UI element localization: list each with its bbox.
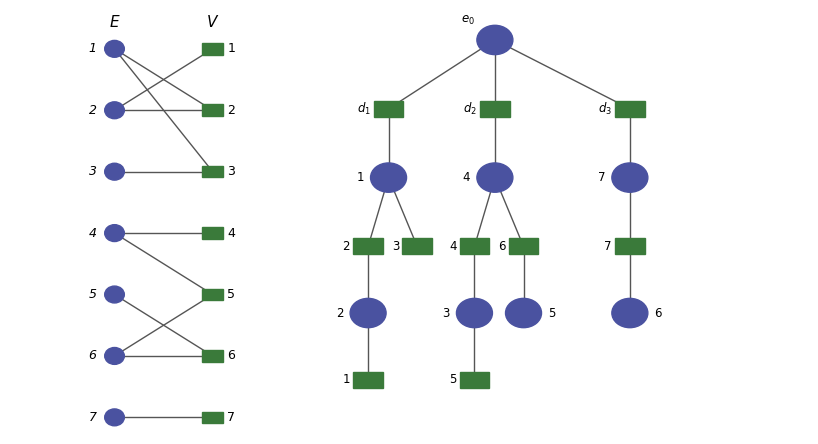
Text: 7: 7 [227,411,236,424]
Text: 4: 4 [227,226,236,240]
Ellipse shape [350,298,386,328]
Text: 5: 5 [88,288,97,301]
Text: 1: 1 [357,171,364,184]
Text: 6: 6 [88,349,97,362]
Ellipse shape [506,298,542,328]
FancyBboxPatch shape [353,372,383,388]
Text: 2: 2 [336,306,344,320]
Ellipse shape [456,298,492,328]
Text: 6: 6 [654,306,662,320]
Text: 2: 2 [88,104,97,117]
FancyBboxPatch shape [202,289,223,300]
Text: $d_1$: $d_1$ [357,101,371,117]
Text: 5: 5 [548,306,555,320]
Text: 3: 3 [227,165,236,178]
Ellipse shape [105,348,124,365]
Text: 2: 2 [343,240,350,253]
Ellipse shape [371,163,407,192]
FancyBboxPatch shape [353,238,383,254]
Ellipse shape [105,225,124,242]
Text: 1: 1 [227,42,236,56]
Ellipse shape [105,286,124,303]
Ellipse shape [612,298,648,328]
FancyBboxPatch shape [460,238,489,254]
Text: 3: 3 [443,306,450,320]
FancyBboxPatch shape [202,43,223,55]
FancyBboxPatch shape [615,238,645,254]
FancyBboxPatch shape [202,104,223,116]
Text: 7: 7 [605,240,612,253]
Text: 3: 3 [88,165,97,178]
Text: 1: 1 [88,42,97,56]
Text: 5: 5 [449,373,456,386]
Ellipse shape [477,25,513,55]
FancyBboxPatch shape [615,101,645,117]
Text: 4: 4 [449,240,456,253]
Ellipse shape [105,40,124,57]
Ellipse shape [477,163,513,192]
Text: $d_2$: $d_2$ [463,101,477,117]
Ellipse shape [105,409,124,426]
FancyBboxPatch shape [460,372,489,388]
Text: 4: 4 [463,171,470,184]
Text: 1: 1 [343,373,350,386]
Text: 5: 5 [227,288,236,301]
FancyBboxPatch shape [202,350,223,362]
FancyBboxPatch shape [202,227,223,239]
FancyBboxPatch shape [202,166,223,178]
Text: $E$: $E$ [109,14,120,30]
Text: 6: 6 [498,240,506,253]
Ellipse shape [105,163,124,180]
Text: $V$: $V$ [206,14,219,30]
Text: $d_3$: $d_3$ [598,101,612,117]
Text: 7: 7 [88,411,97,424]
Text: $e_0$: $e_0$ [461,13,474,27]
Text: 2: 2 [227,104,236,117]
Ellipse shape [612,163,648,192]
FancyBboxPatch shape [509,238,538,254]
Text: 7: 7 [598,171,605,184]
Text: 3: 3 [392,240,399,253]
Ellipse shape [105,102,124,119]
FancyBboxPatch shape [374,101,403,117]
Text: 6: 6 [227,349,236,362]
FancyBboxPatch shape [202,412,223,423]
Text: 4: 4 [88,226,97,240]
FancyBboxPatch shape [402,238,432,254]
FancyBboxPatch shape [480,101,510,117]
